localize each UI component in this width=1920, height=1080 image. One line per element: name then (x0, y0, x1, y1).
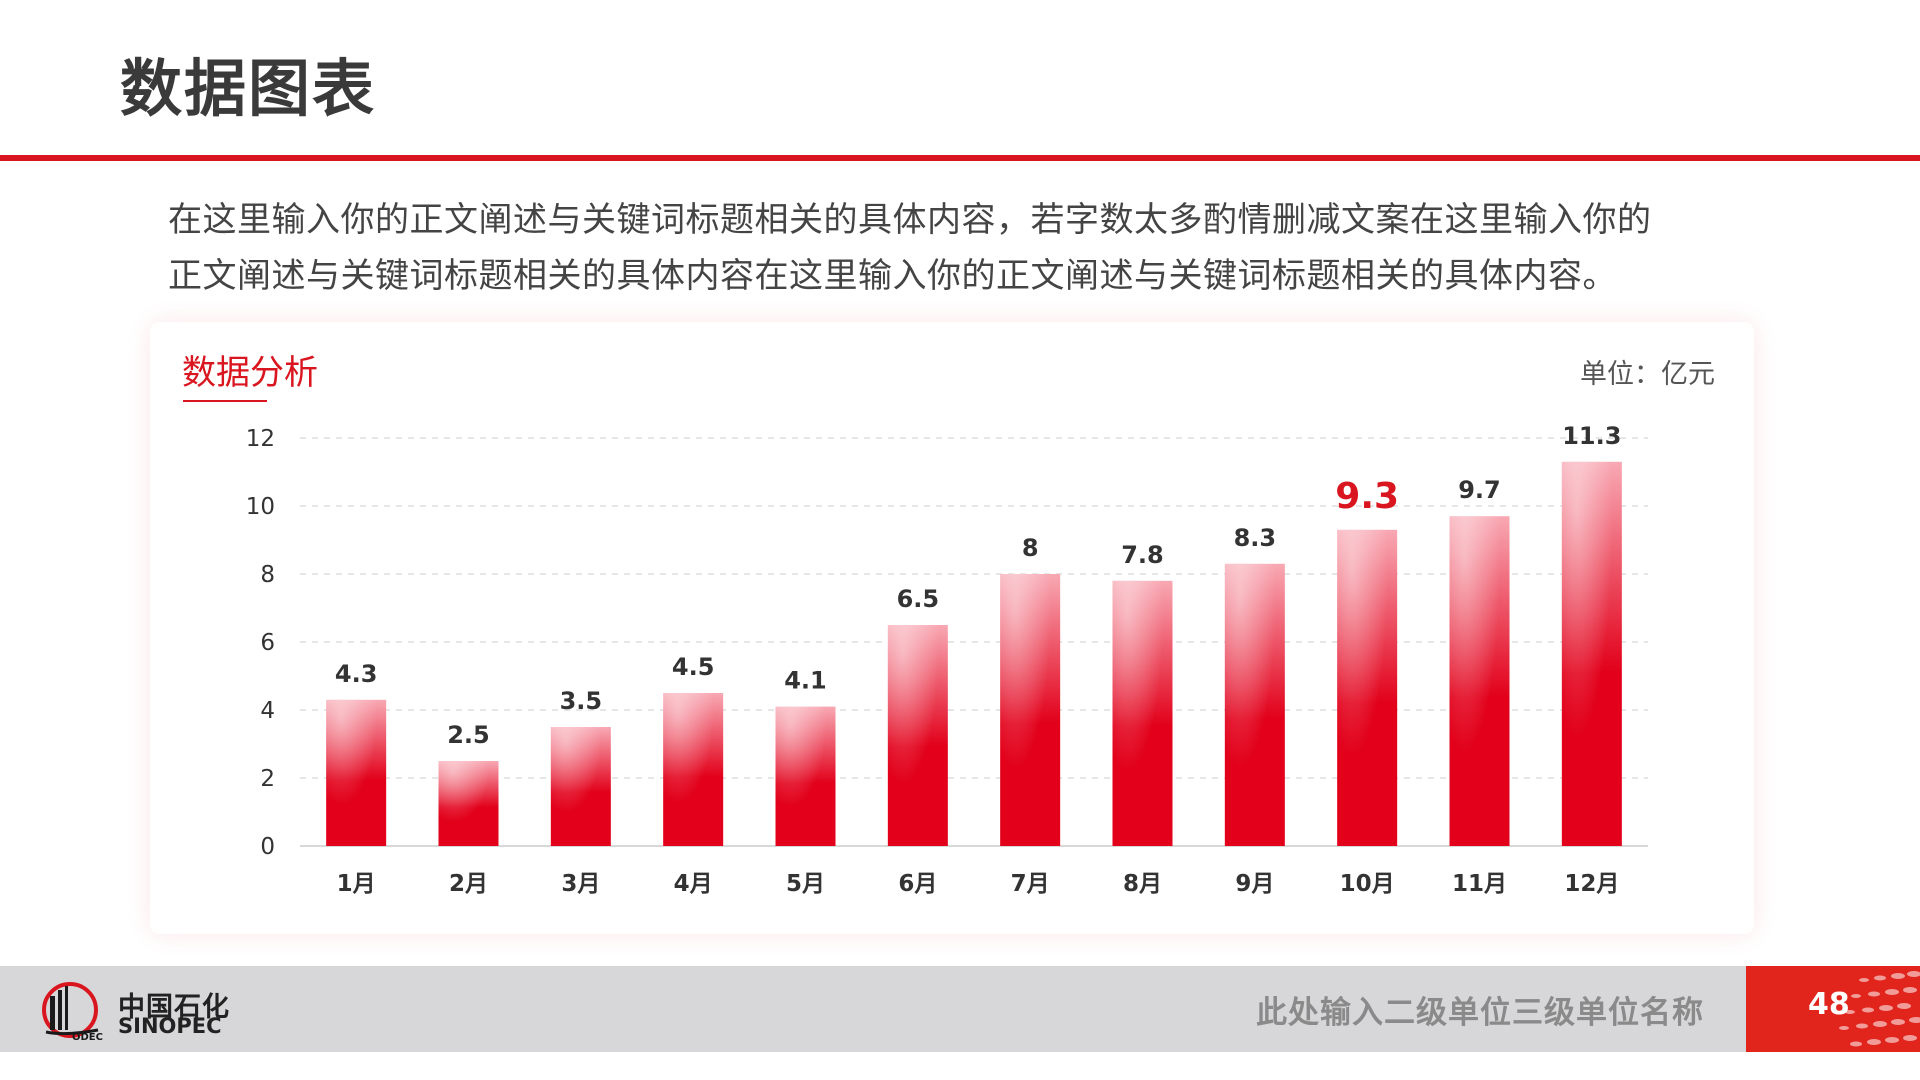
data-label: 2.5 (447, 721, 490, 749)
chart-title-underline (183, 400, 267, 402)
bar-highlight (1449, 516, 1510, 846)
y-tick-label: 6 (260, 630, 275, 656)
y-tick-label: 8 (260, 562, 275, 588)
grid-layer: 0 2 4 6 8 10 12 (246, 426, 1648, 860)
bar-highlight (1224, 563, 1285, 846)
x-tick-label: 3月 (561, 871, 600, 897)
data-label: 7.8 (1121, 541, 1164, 569)
x-tick-label: 6月 (898, 871, 937, 897)
badge-pattern-icon (1839, 971, 1920, 1047)
x-tick-label: 5月 (786, 871, 825, 897)
x-tick-label: 1月 (337, 871, 376, 897)
data-label: 4.1 (784, 667, 827, 695)
data-label: 4.3 (335, 660, 378, 688)
unit-name: 此处输入二级单位三级单位名称 (1256, 995, 1704, 1031)
x-tick-label: 7月 (1011, 871, 1050, 897)
x-tick-label: 4月 (674, 871, 713, 897)
brand-name-en: SINOPEC (118, 1014, 222, 1038)
data-label: 3.5 (560, 687, 603, 715)
bar-highlight (663, 693, 724, 846)
data-label: 11.3 (1562, 422, 1621, 450)
intro-line-2: 正文阐述与关键词标题相关的具体内容在这里输入你的正文阐述与关键词标题相关的具体内… (168, 256, 1617, 296)
y-tick-label: 2 (260, 766, 275, 792)
page-title: 数据图表 (120, 52, 377, 125)
x-tick-label: 2月 (449, 871, 488, 897)
intro-line-1: 在这里输入你的正文阐述与关键词标题相关的具体内容，若字数太多酌情删减文案在这里输… (168, 200, 1652, 240)
footer-bar (0, 966, 1920, 1052)
bar-highlight (1561, 461, 1622, 846)
chart-title: 数据分析 (182, 353, 318, 393)
svg-text:ODEC: ODEC (72, 1032, 103, 1043)
label-layer: 4.3 1月 2.5 2月 3.5 3月 4.5 4月 4.1 5月 6.5 6月 8 7月 7.8 8月 8.… (335, 422, 1622, 897)
data-label: 9.3 (1335, 476, 1399, 517)
x-tick-label: 10月 (1340, 871, 1395, 897)
bar-chart: 0 2 4 6 8 10 12 4.3 1月 2.5 2月 3.5 3月 4.5 4月 4.1 5月 6.5 6月… (246, 422, 1648, 897)
page-number: 48 (1808, 987, 1850, 1022)
y-tick-label: 10 (246, 494, 275, 520)
data-label: 4.5 (672, 653, 715, 681)
title-divider (0, 155, 1920, 161)
bar-highlight (438, 761, 499, 846)
x-tick-label: 11月 (1452, 871, 1507, 897)
bar-highlight (1000, 574, 1061, 846)
intro-paragraph: 在这里输入你的正文阐述与关键词标题相关的具体内容，若字数太多酌情删减文案在这里输… (168, 192, 1748, 304)
data-label: 6.5 (897, 585, 940, 613)
x-tick-label: 8月 (1123, 871, 1162, 897)
bar-layer (326, 461, 1622, 846)
page-number-badge (1746, 966, 1920, 1052)
data-label: 9.7 (1458, 476, 1501, 504)
x-tick-label: 12月 (1564, 871, 1619, 897)
unit-label: 单位：亿元 (1580, 359, 1715, 390)
bar-highlight (775, 706, 836, 846)
bar-highlight (1112, 580, 1173, 846)
y-tick-label: 12 (246, 426, 275, 452)
data-label: 8.3 (1234, 524, 1277, 552)
y-tick-label: 4 (260, 698, 275, 724)
x-tick-label: 9月 (1235, 871, 1274, 897)
bar-highlight (550, 727, 611, 846)
bar-highlight (326, 699, 387, 846)
bar-highlight (1337, 529, 1398, 846)
data-label: 8 (1022, 534, 1039, 562)
bar-highlight (887, 625, 948, 846)
y-tick-label: 0 (260, 834, 275, 860)
brand-name-cn: 中国石化 (118, 992, 230, 1023)
sinopec-logo-icon: ODEC (42, 982, 103, 1043)
